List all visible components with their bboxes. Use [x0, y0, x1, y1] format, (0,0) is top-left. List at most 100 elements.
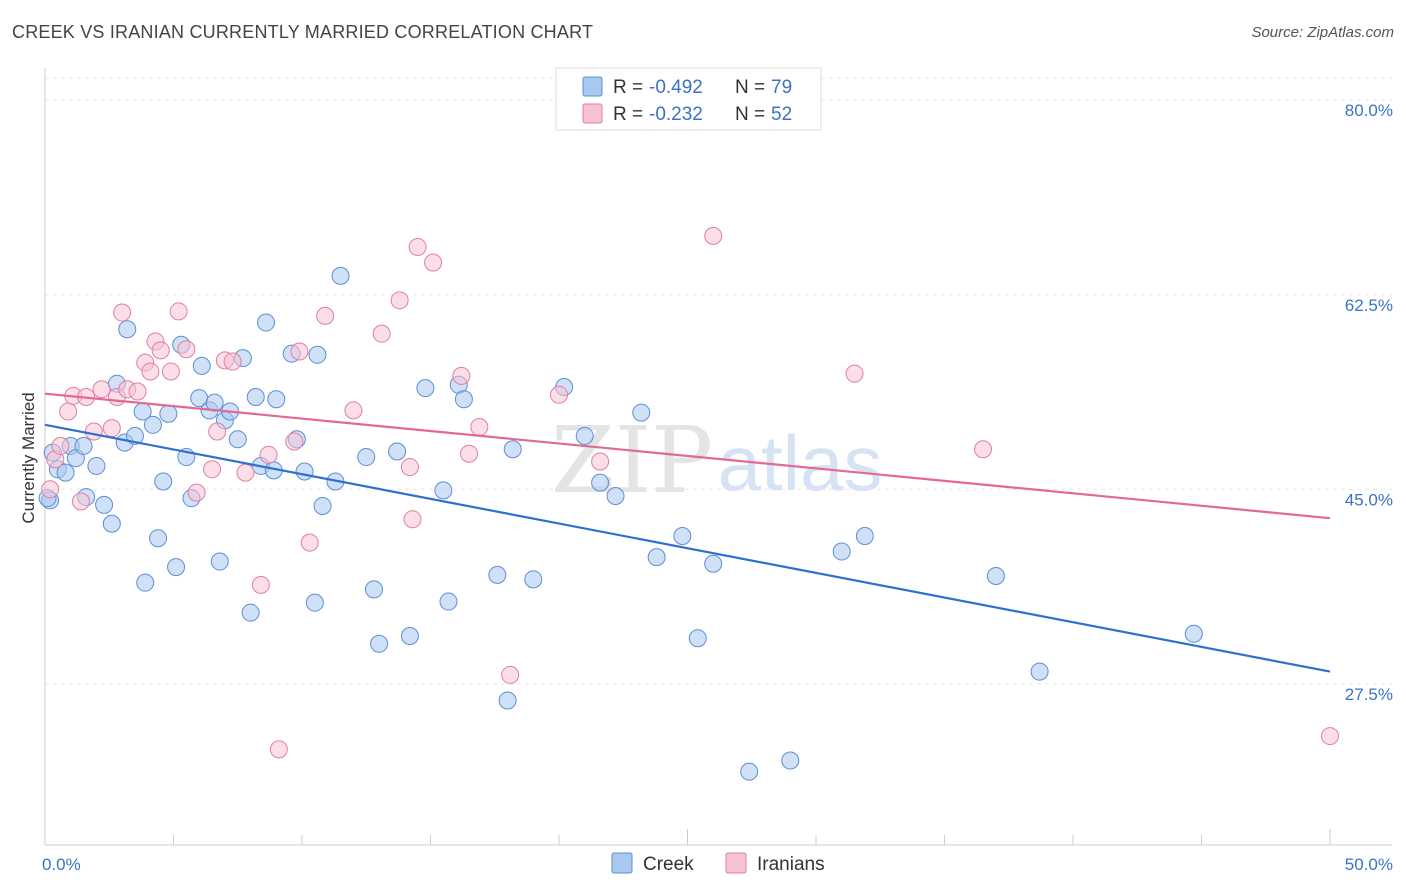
data-point-creek [647, 548, 666, 567]
data-point-creek [159, 404, 178, 423]
data-point-iranians [460, 444, 479, 463]
trend-line-creek [44, 423, 1331, 673]
data-point-creek [95, 495, 114, 514]
data-point-creek [986, 566, 1005, 585]
data-point-creek [74, 436, 93, 455]
data-point-creek [704, 554, 723, 573]
y-tick-label: 62.5% [1345, 296, 1393, 315]
data-point-iranians [452, 366, 471, 385]
bottom-legend-swatch-creek [611, 852, 633, 874]
data-point-iranians [316, 306, 335, 325]
data-point-iranians [251, 575, 270, 594]
data-point-iranians [290, 342, 309, 361]
data-point-iranians [300, 533, 319, 552]
data-point-creek [439, 592, 458, 611]
data-point-creek [246, 388, 265, 407]
data-point-creek [228, 430, 247, 449]
data-point-iranians [424, 253, 443, 272]
data-point-creek [136, 573, 155, 592]
data-point-creek [364, 580, 383, 599]
x-tick-label: 50.0% [1345, 855, 1393, 874]
data-point-creek [454, 390, 473, 409]
bottom-legend-swatch-iranians [725, 852, 747, 874]
data-point-creek [56, 463, 75, 482]
y-axis-label: Currently Married [19, 392, 38, 523]
data-point-creek [87, 456, 106, 475]
data-point-iranians [259, 445, 278, 464]
data-point-iranians [236, 463, 255, 482]
legend-swatch-iranians [582, 103, 603, 124]
data-point-creek [313, 496, 332, 515]
data-point-iranians [470, 418, 489, 437]
data-point-iranians [550, 385, 568, 404]
data-point-creek [855, 526, 874, 545]
series-creek [38, 266, 1203, 781]
data-point-creek [241, 603, 260, 622]
data-point-creek [434, 481, 453, 500]
data-point-iranians [92, 380, 111, 399]
data-point-creek [632, 403, 651, 422]
data-point-iranians [102, 419, 121, 438]
legend-n-value-iranians: 52 [771, 104, 792, 125]
series-iranians [41, 226, 1339, 759]
legend-r-value-creek: -0.492 [649, 77, 703, 98]
source-label: Source: ZipAtlas.com [1251, 24, 1394, 41]
data-point-iranians [84, 422, 103, 441]
legend-n-label-iranians: N = [735, 104, 765, 125]
data-point-creek [1030, 662, 1049, 681]
watermark-atlas: atlas [718, 419, 883, 507]
data-point-creek [1184, 624, 1203, 643]
data-point-iranians [704, 226, 723, 245]
data-point-iranians [113, 303, 132, 322]
data-point-iranians [390, 291, 409, 310]
data-point-iranians [208, 422, 227, 441]
data-point-creek [154, 472, 173, 491]
data-point-creek [295, 462, 314, 481]
data-point-creek [192, 356, 211, 375]
data-point-iranians [51, 436, 70, 455]
watermark: ZIP atlas [551, 407, 882, 514]
legend: R = -0.492 N = 79 R = -0.232 N = 52 [555, 67, 822, 131]
data-point-iranians [59, 402, 78, 421]
data-points [38, 226, 1339, 781]
data-point-creek [308, 345, 327, 364]
data-point-creek [331, 266, 350, 285]
data-point-iranians [141, 362, 160, 381]
data-point-creek [118, 320, 137, 339]
legend-swatch-creek [582, 76, 603, 97]
data-point-creek [781, 751, 800, 770]
chart-title: CREEK VS IRANIAN CURRENTLY MARRIED CORRE… [12, 22, 594, 42]
data-point-iranians [151, 341, 170, 360]
data-point-creek [673, 526, 692, 545]
data-point-iranians [372, 324, 391, 343]
data-point-iranians [408, 237, 427, 256]
data-point-creek [305, 593, 324, 612]
data-point-iranians [177, 340, 196, 359]
data-point-iranians [344, 401, 363, 420]
data-point-iranians [845, 364, 864, 383]
data-point-creek [267, 390, 286, 409]
data-point-creek [503, 440, 522, 459]
grid-lines [45, 77, 1392, 685]
data-point-iranians [223, 352, 242, 371]
trend-line-iranians [44, 392, 1331, 520]
data-point-creek [688, 629, 707, 648]
trend-lines [44, 392, 1331, 673]
data-point-creek [102, 514, 121, 533]
data-point-iranians [403, 510, 422, 529]
data-point-iranians [169, 302, 188, 321]
data-point-iranians [161, 362, 180, 381]
data-point-creek [740, 762, 759, 781]
data-point-creek [606, 486, 625, 505]
data-point-iranians [1321, 727, 1339, 746]
data-point-iranians [71, 492, 90, 511]
data-point-iranians [285, 432, 304, 451]
data-point-creek [167, 558, 186, 577]
legend-r-label-iranians: R = [613, 104, 643, 125]
data-point-creek [524, 570, 543, 589]
bottom-legend-label-iranians: Iranians [757, 854, 825, 875]
data-point-iranians [128, 382, 147, 401]
data-point-iranians [974, 440, 993, 459]
data-point-creek [591, 473, 610, 492]
